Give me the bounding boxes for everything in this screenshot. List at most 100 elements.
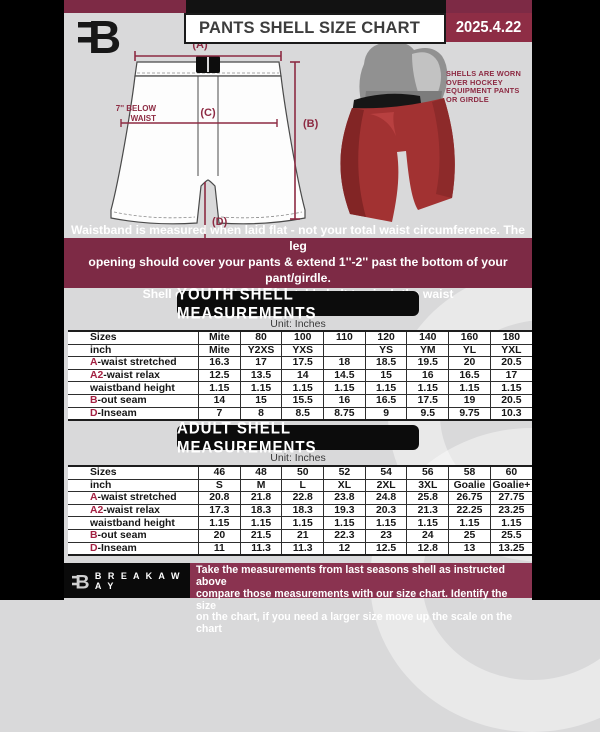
- row-label: inch: [68, 478, 199, 493]
- value-cell: 14: [281, 368, 325, 383]
- value-cell: 1.15: [323, 516, 366, 530]
- value-cell: 1.15: [364, 516, 408, 530]
- logo-letter: B: [88, 11, 121, 60]
- value-cell: 12.5: [364, 541, 408, 557]
- value-cell: 12.8: [406, 541, 450, 557]
- value-cell: Y2XS: [239, 343, 283, 358]
- value-cell: 27.75: [489, 491, 532, 505]
- value-cell: 1.15: [489, 516, 532, 530]
- breakaway-logo-icon: B: [76, 8, 128, 65]
- value-cell: 21.5: [239, 528, 283, 543]
- value-cell: YL: [448, 343, 491, 358]
- value-cell: Mite: [198, 329, 241, 345]
- value-cell: YS: [364, 343, 408, 358]
- youth-measurements-table: Sizes Mite 80 100 110 120 140 160 180 inch Mite Y2X…: [68, 329, 532, 422]
- row-label-prefix: A: [90, 492, 98, 504]
- row-label: B-out seam: [68, 528, 199, 543]
- adult-heading-text: ADULT SHELL MEASUREMENTS: [177, 418, 317, 457]
- measure-label-b: (B): [303, 118, 319, 130]
- table-row: D-Inseam 7 8 8.5 8.75 9 9.5 9.75 10.3: [68, 406, 532, 422]
- value-cell: 21: [281, 528, 325, 543]
- value-cell: 15: [239, 393, 283, 408]
- row-label: inch: [68, 343, 199, 358]
- shell-highlight: [370, 112, 396, 136]
- value-cell: 24: [406, 528, 450, 543]
- table-row: waistband height 1.15 1.15 1.15 1.15 1.15 1.15…: [68, 381, 532, 395]
- value-cell: 180: [489, 329, 532, 345]
- shell-shadow: [340, 108, 366, 217]
- youth-section-heading: YOUTH SHELL MEASUREMENTS: [177, 284, 419, 323]
- logo-bar-icon: [78, 22, 94, 28]
- row-label-prefix: A: [90, 357, 98, 369]
- logo-bar-icon: [78, 37, 94, 43]
- value-cell: 18: [323, 356, 366, 370]
- value-cell: 1.15: [198, 516, 241, 530]
- left-black-strip: [0, 0, 64, 600]
- value-cell: 3XL: [406, 478, 450, 493]
- value-cell: YXL: [489, 343, 532, 358]
- value-cell: 16.5: [448, 368, 491, 383]
- value-cell: 1.15: [198, 381, 241, 395]
- girdle-pad-highlight: [412, 52, 441, 98]
- row-label-prefix: A2: [90, 370, 104, 382]
- logo-bar-icon: [72, 575, 78, 578]
- value-cell: 25: [448, 528, 491, 543]
- value-cell: 1.15: [239, 516, 283, 530]
- value-cell: 46: [198, 464, 241, 480]
- value-cell: 100: [281, 329, 325, 345]
- page-title: PANTS SHELL SIZE CHART: [199, 19, 421, 37]
- value-cell: 20: [448, 356, 491, 370]
- value-cell: 50: [281, 464, 325, 480]
- value-cell: 1.15: [489, 381, 532, 395]
- value-cell: S: [198, 478, 241, 493]
- row-label: A2-waist relax: [68, 368, 199, 383]
- footer-line: on the chart, if you need a larger size …: [196, 611, 513, 636]
- value-cell: 10.3: [489, 406, 532, 422]
- measure-label-d: (D): [212, 216, 228, 228]
- value-cell: 1.15: [448, 381, 491, 395]
- value-cell: 22.25: [448, 503, 491, 518]
- value-cell: 23: [364, 528, 408, 543]
- table-row: A2-waist relax 17.3 18.3 18.3 19.3 20.3 21.3 22…: [68, 503, 532, 518]
- shell-photo: [340, 41, 455, 222]
- row-label: A-waist stretched: [68, 491, 199, 505]
- adult-unit-label: Unit: Inches: [270, 452, 326, 464]
- value-cell: 16: [406, 368, 450, 383]
- banner-line: Waistband is measured when laid flat - n…: [71, 223, 525, 254]
- table-row: A-waist stretched 20.8 21.8 22.8 23.8 24.8 25.…: [68, 491, 532, 505]
- value-cell: 23.8: [323, 491, 366, 505]
- footer-line: compare those measurements with our size…: [196, 587, 508, 612]
- value-cell: 1.15: [323, 381, 366, 395]
- date-text: 2025.4.22: [456, 18, 522, 36]
- value-cell: 52: [323, 464, 366, 480]
- shorts-body: [110, 75, 306, 225]
- value-cell: 22.3: [323, 528, 366, 543]
- value-cell: 15.5: [281, 393, 325, 408]
- value-cell: 18.3: [239, 503, 283, 518]
- date-badge: 2025.4.22: [446, 13, 532, 42]
- value-cell: 18.3: [281, 503, 325, 518]
- value-cell: 13: [448, 541, 491, 557]
- value-cell: 18.5: [364, 356, 408, 370]
- value-cell: M: [239, 478, 283, 493]
- value-cell: 16.5: [364, 393, 408, 408]
- brand-name: B R E A K A W A Y: [94, 570, 182, 591]
- value-cell: 60: [489, 464, 532, 480]
- table-row: A2-waist relax 12.5 13.5 14 14.5 15 16 16.5 17: [68, 368, 532, 383]
- value-cell: 58: [448, 464, 491, 480]
- value-cell: 17: [239, 356, 283, 370]
- value-cell: 25.8: [406, 491, 450, 505]
- right-hem-stitch: [220, 211, 303, 219]
- value-cell: 21.3: [406, 503, 450, 518]
- shorts-measurement-diagram: (A) (C) (B) (D) 7'' BELOW WAIST: [110, 39, 319, 242]
- left-hem-stitch: [113, 211, 196, 219]
- logo-letter: B: [75, 571, 89, 593]
- table-row: D-Inseam 11 11.3 11.3 12 12.5 12.8 13 13.25: [68, 541, 532, 557]
- row-label-prefix: B: [90, 530, 98, 542]
- row-label: Sizes: [68, 329, 199, 345]
- youth-unit-label: Unit: Inches: [270, 318, 326, 330]
- value-cell: Goalie: [448, 478, 491, 493]
- value-cell: 54: [364, 464, 408, 480]
- row-label-prefix: A2: [90, 505, 104, 517]
- value-cell: 24.8: [364, 491, 408, 505]
